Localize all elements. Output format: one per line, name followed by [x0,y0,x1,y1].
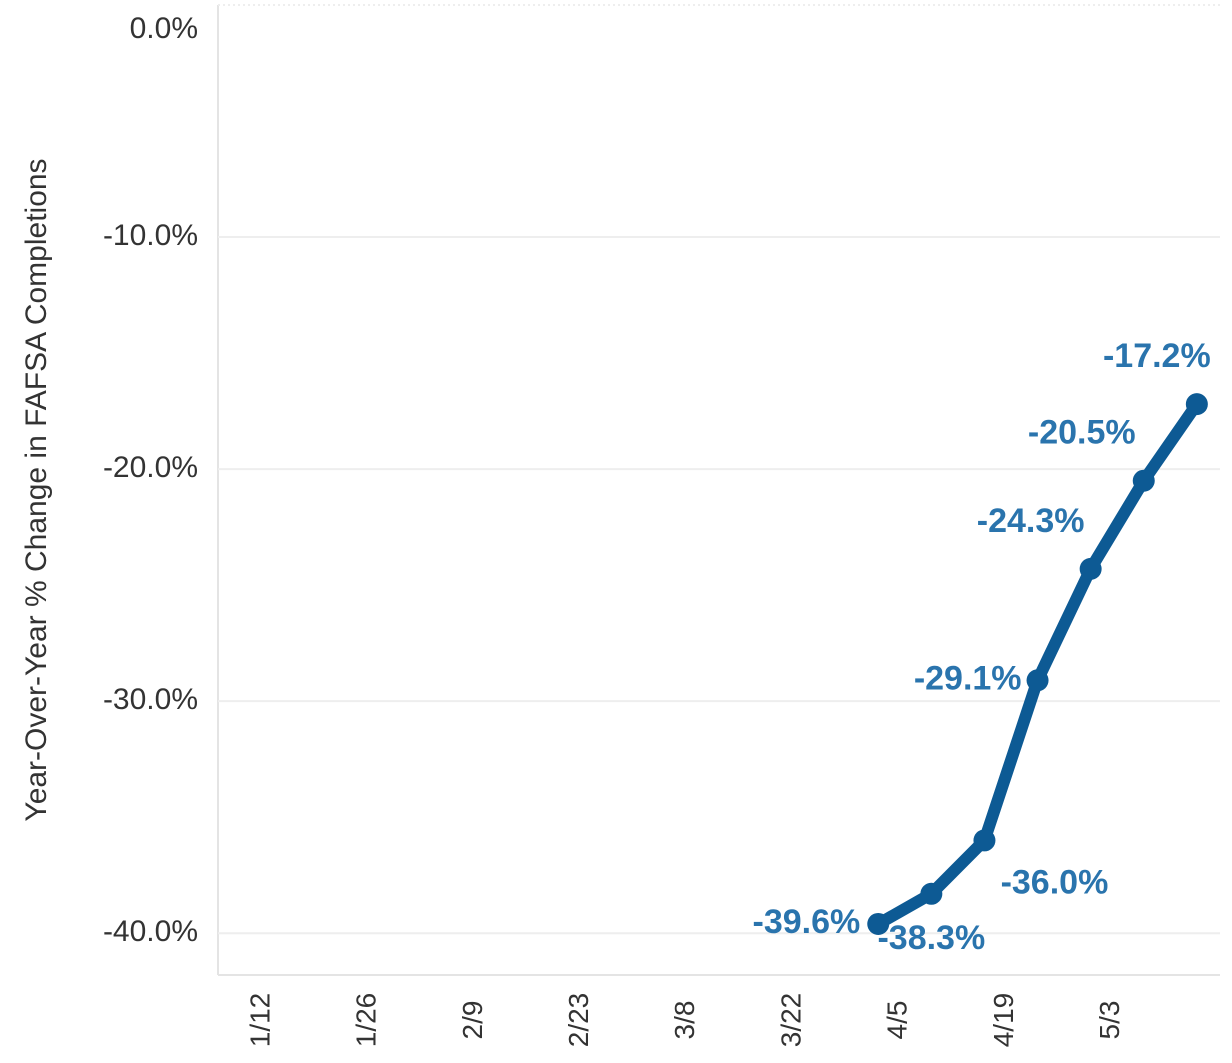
x-tick-label: 1/12 [244,993,275,1048]
y-tick-label: 0.0% [130,12,198,45]
data-label: -36.0% [1001,863,1109,901]
x-tick-label: 2/9 [457,1001,488,1040]
x-tick-label: 3/8 [669,1001,700,1040]
x-tick-label: 5/3 [1094,1001,1125,1040]
y-tick-label: -10.0% [103,219,198,252]
data-point [1026,669,1049,692]
data-point [973,829,996,852]
data-label: -24.3% [977,502,1085,540]
y-axis-label: Year-Over-Year % Change in FAFSA Complet… [20,158,53,821]
x-tick-label: 1/26 [351,993,382,1048]
data-point [1185,393,1208,416]
data-label: -20.5% [1028,414,1136,452]
x-tick-label: 4/19 [988,993,1019,1048]
data-label: -38.3% [877,919,985,957]
y-tick-label: -30.0% [103,683,198,716]
data-point [920,882,943,905]
y-tick-label: -40.0% [103,915,198,948]
data-label: -39.6% [753,903,861,941]
y-tick-label: -20.0% [103,451,198,484]
data-label: -17.2% [1103,337,1211,375]
data-point [1132,469,1155,492]
x-tick-label: 3/22 [775,993,806,1048]
x-tick-label: 2/23 [563,993,594,1048]
data-point [1079,557,1102,580]
data-label: -29.1% [914,659,1022,697]
x-tick-label: 4/5 [882,1001,913,1040]
data-point [867,912,890,935]
